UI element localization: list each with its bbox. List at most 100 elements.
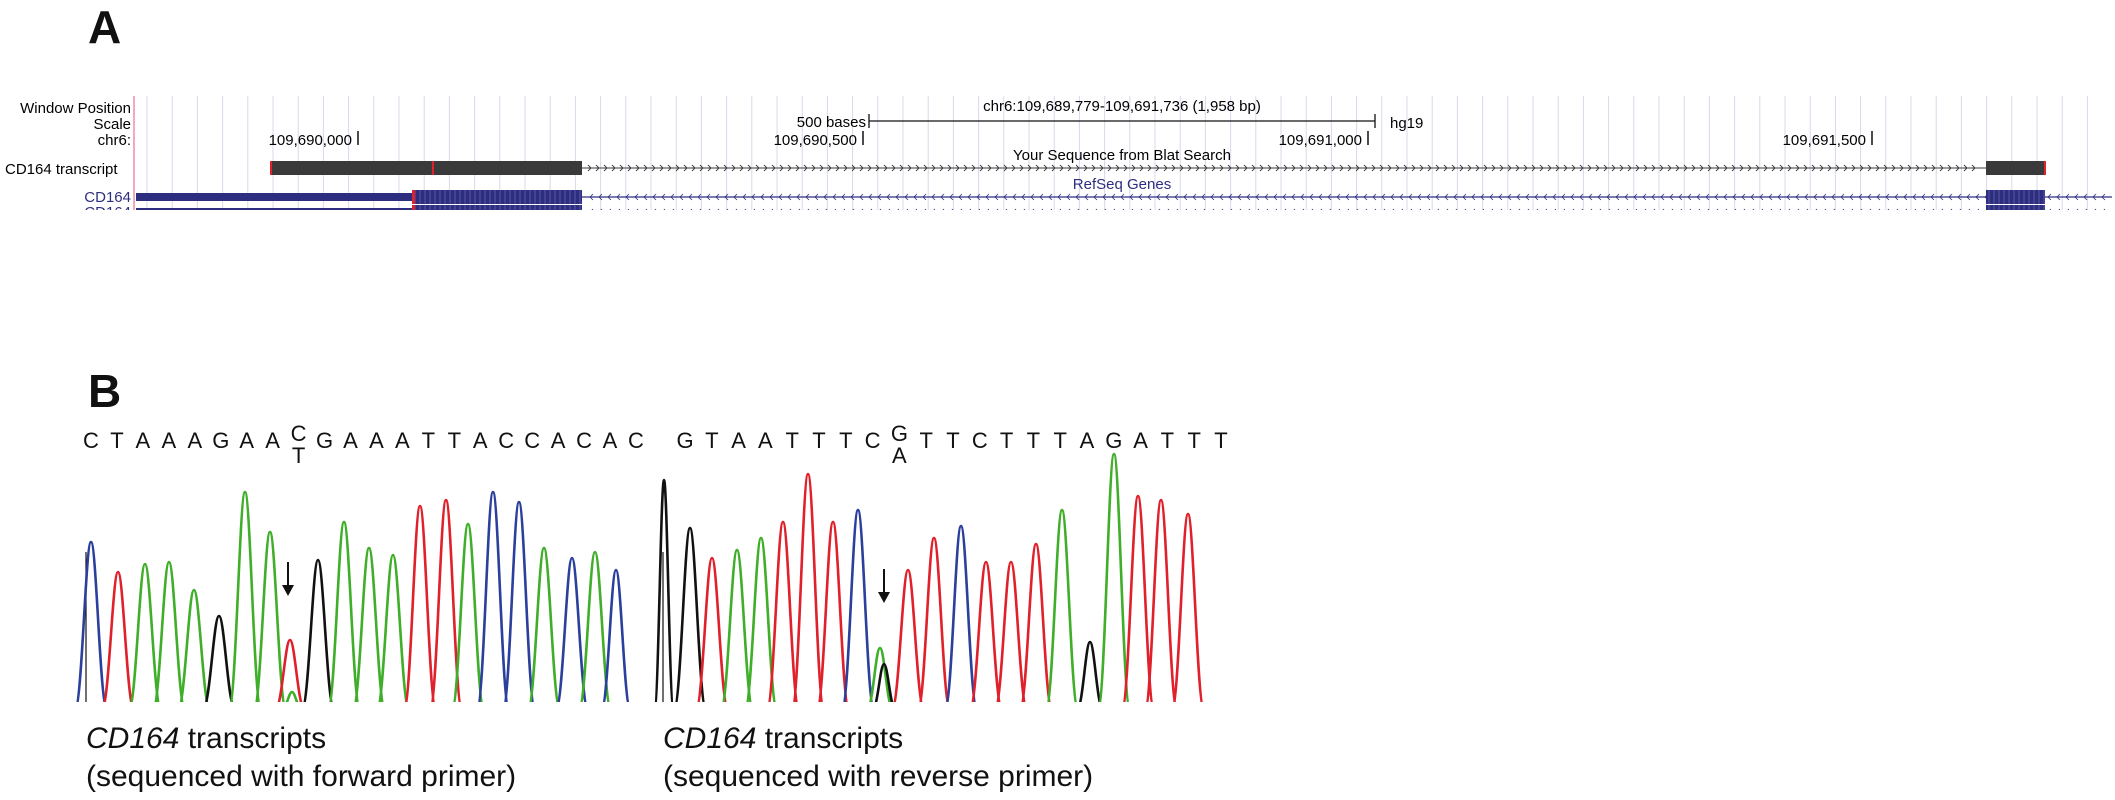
gene-chevron xyxy=(985,193,990,201)
gene-chevron xyxy=(609,208,612,210)
gene-chevron xyxy=(859,193,864,201)
gene-chevron xyxy=(1534,193,1539,201)
gene-chevron xyxy=(1977,208,1980,210)
chevron xyxy=(699,164,704,172)
panel-a-letter: A xyxy=(88,1,122,53)
chevron xyxy=(1267,164,1272,172)
reverse-base: T xyxy=(1214,428,1227,453)
forward-base: G xyxy=(212,428,229,453)
gene-chevron xyxy=(1140,208,1143,210)
coord-tick-label: 109,691,000 xyxy=(1279,132,1362,149)
forward-peak-A xyxy=(130,562,160,702)
chevron xyxy=(907,164,912,172)
gene-chevron xyxy=(1401,208,1404,210)
chevron xyxy=(1955,164,1960,172)
gene-chevron xyxy=(1770,208,1773,210)
gene-chevron xyxy=(1264,193,1269,201)
chevron xyxy=(1531,164,1536,172)
chevron xyxy=(1059,164,1064,172)
reverse-base: T xyxy=(946,428,959,453)
coord-tick-label: 109,690,000 xyxy=(269,132,352,149)
forward-peak-A xyxy=(254,530,286,702)
gene-chevron xyxy=(1968,208,1971,210)
chevron xyxy=(1475,164,1480,172)
gene-chevron xyxy=(879,208,882,210)
gene-chevron xyxy=(1723,193,1728,201)
chevron xyxy=(1419,164,1424,172)
chevron xyxy=(1123,164,1128,172)
gene-chevron xyxy=(1833,208,1836,210)
chevron xyxy=(1723,164,1728,172)
gene-chevron xyxy=(1581,208,1584,210)
coord-tick-label: 109,690,500 xyxy=(774,132,857,149)
chevron xyxy=(675,164,680,172)
chevron xyxy=(1971,164,1976,172)
forward-base: C xyxy=(524,428,540,453)
chevron xyxy=(1483,164,1488,172)
gene-chevron xyxy=(1869,208,1872,210)
gene-chevron xyxy=(616,193,621,201)
chevron xyxy=(667,164,672,172)
gene-chevron xyxy=(1122,208,1125,210)
gene-chevron xyxy=(2076,208,2079,210)
gene-chevron xyxy=(1716,208,1719,210)
gene-chevron xyxy=(1365,208,1368,210)
transcript-exon-1-left-edge xyxy=(270,161,272,175)
reverse-base: T xyxy=(1187,428,1200,453)
chevron xyxy=(867,164,872,172)
reverse-peak-T xyxy=(817,520,849,702)
chevron xyxy=(747,164,752,172)
chevron xyxy=(651,164,656,172)
forward-base: T xyxy=(422,428,435,453)
gene-chevron xyxy=(627,208,630,210)
chevron xyxy=(1291,164,1296,172)
gene-chevron xyxy=(717,208,720,210)
reverse-base: T xyxy=(1000,428,1013,453)
gene-chevron xyxy=(1329,208,1332,210)
chevron xyxy=(1171,164,1176,172)
chevron xyxy=(811,164,816,172)
chevron xyxy=(1003,164,1008,172)
chevron xyxy=(1555,164,1560,172)
chevron xyxy=(891,164,896,172)
gene-chevron xyxy=(1714,193,1719,201)
gene-chevron xyxy=(1923,208,1926,210)
gene-chevron xyxy=(1327,193,1332,201)
gene-chevron xyxy=(834,208,837,210)
gene-chevron xyxy=(778,193,783,201)
chevron xyxy=(859,164,864,172)
chevron xyxy=(1027,164,1032,172)
gene-chevron xyxy=(1842,208,1845,210)
chevron xyxy=(843,164,848,172)
chevron xyxy=(1699,164,1704,172)
gene-chevron xyxy=(1795,193,1800,201)
forward-peak-A xyxy=(378,553,408,702)
gene-chevron xyxy=(969,208,972,210)
chevron xyxy=(1875,164,1880,172)
gene-chevron xyxy=(652,193,657,201)
window-position-text: chr6:109,689,779-109,691,736 (1,958 bp) xyxy=(983,98,1261,115)
transcript-label: CD164 transcript xyxy=(5,161,118,178)
chevron xyxy=(715,164,720,172)
gene-chevron xyxy=(1851,208,1854,210)
forward-peak-A xyxy=(179,588,209,702)
chevron xyxy=(1467,164,1472,172)
chevron xyxy=(739,164,744,172)
gene-chevron xyxy=(1266,208,1269,210)
reverse-peak-A xyxy=(1098,452,1130,702)
chevron xyxy=(1435,164,1440,172)
gene-chevron xyxy=(1930,193,1935,201)
chevron xyxy=(1091,164,1096,172)
chevron xyxy=(1523,164,1528,172)
chevron xyxy=(1107,164,1112,172)
chevron xyxy=(1899,164,1904,172)
chevron xyxy=(1803,164,1808,172)
reverse-caption-rest: transcripts xyxy=(756,722,904,755)
chevron xyxy=(827,164,832,172)
forward-base: A xyxy=(187,428,202,453)
gene-chevron xyxy=(1257,208,1260,210)
chevron xyxy=(915,164,920,172)
gene-chevron xyxy=(1410,208,1413,210)
reverse-variant-base: A xyxy=(892,443,907,468)
gene-chevron xyxy=(1498,193,1503,201)
